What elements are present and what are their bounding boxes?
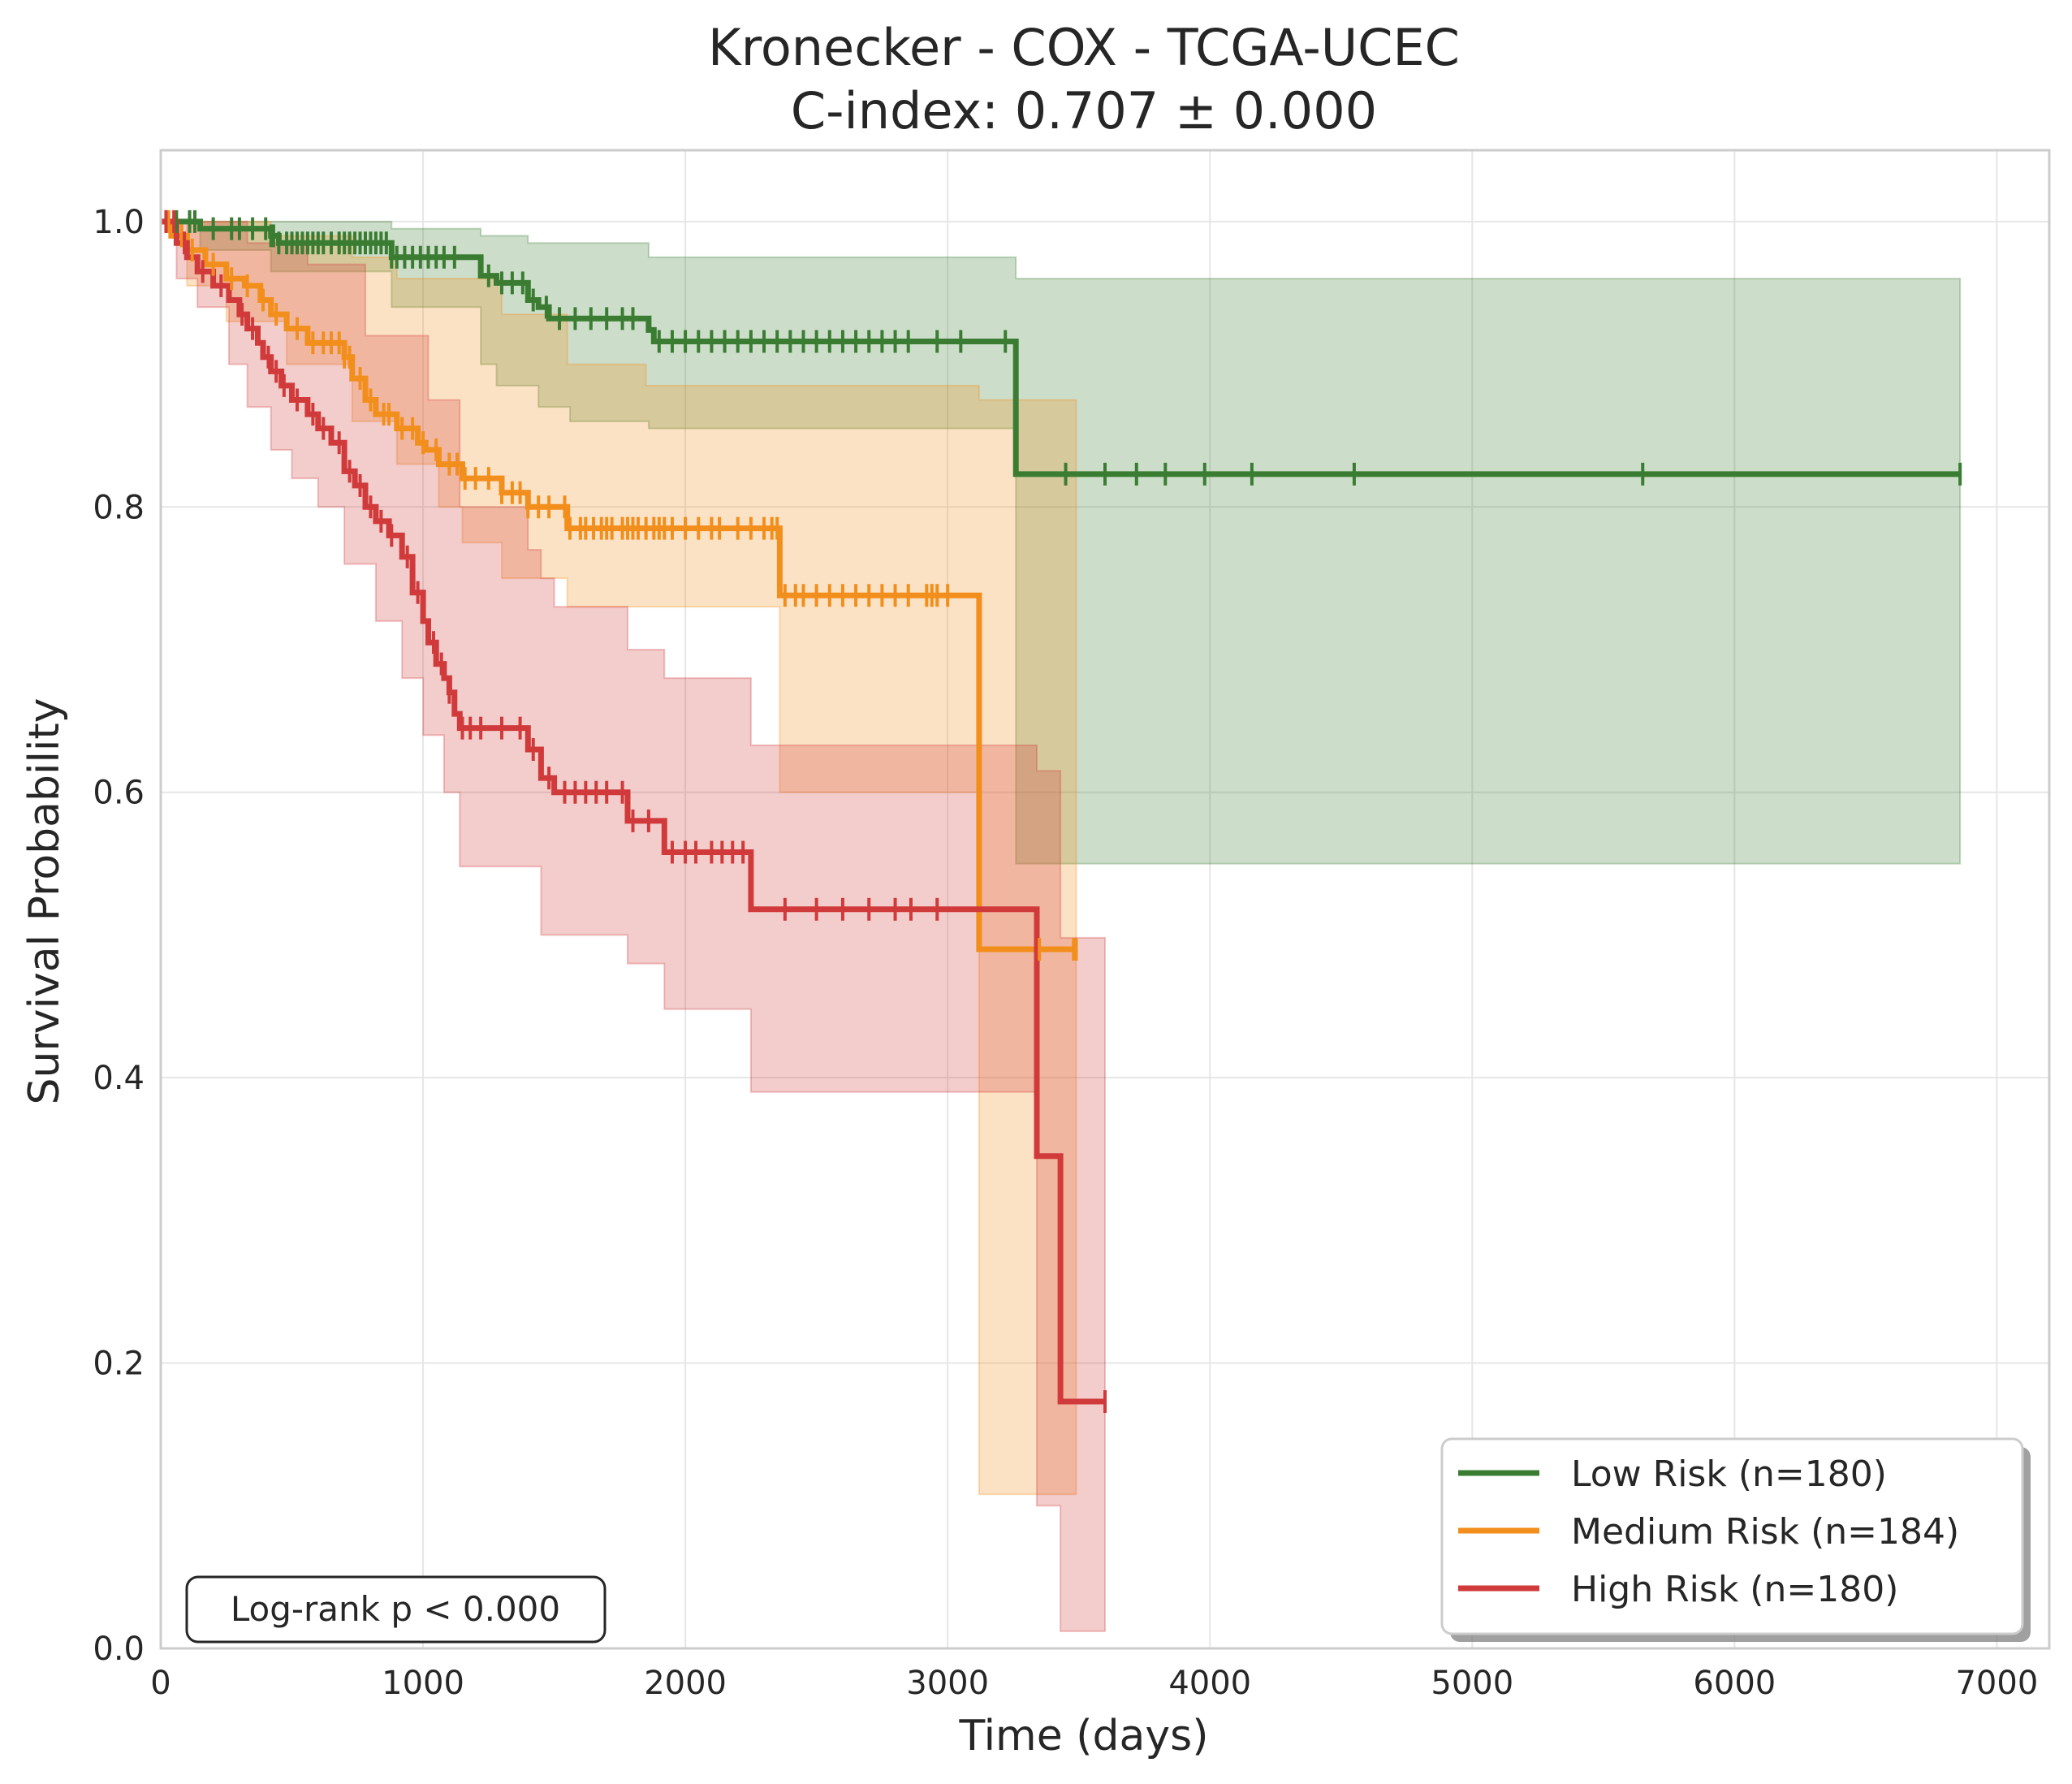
y-axis-label: Survival Probability xyxy=(20,698,69,1104)
medium-risk-legend-label: Medium Risk (n=184) xyxy=(1571,1511,1959,1553)
x-tick-label: 6000 xyxy=(1693,1665,1776,1702)
y-tick-label: 0.4 xyxy=(93,1060,145,1097)
y-tick-label: 0.2 xyxy=(93,1346,145,1383)
plot-frame xyxy=(159,149,2051,1650)
x-tick-label: 5000 xyxy=(1431,1665,1513,1702)
annotation-text: Log-rank p < 0.000 xyxy=(231,1589,560,1629)
y-tick-label: 0.6 xyxy=(93,775,145,812)
censor-marks xyxy=(164,210,1962,1414)
x-axis-label: Time (days) xyxy=(958,1712,1208,1760)
x-tick-label: 2000 xyxy=(644,1665,727,1702)
y-tick-label: 0.8 xyxy=(93,489,145,526)
annotation-box xyxy=(185,1575,606,1644)
x-tick-label: 3000 xyxy=(906,1665,989,1702)
legend: Low Risk (n=180) Medium Risk (n=184) High … xyxy=(1440,1437,2031,1642)
low-risk-legend-label: Low Risk (n=180) xyxy=(1571,1454,1887,1495)
confidence-bands xyxy=(161,220,1962,1632)
y-tick-label: 1.0 xyxy=(93,204,145,241)
legend-box xyxy=(1440,1437,2024,1635)
medium-risk-curve xyxy=(161,218,1077,952)
low-risk-ci-band xyxy=(161,220,1962,865)
chart-subtitle: C-index: 0.707 ± 0.000 xyxy=(791,81,1377,140)
chart-title: Kronecker - COX - TCGA-UCEC xyxy=(708,18,1460,77)
logrank-annotation: Log-rank p < 0.000 xyxy=(185,1575,606,1644)
high-risk-legend-label: High Risk (n=180) xyxy=(1571,1569,1898,1610)
legend-items: Low Risk (n=180) Medium Risk (n=184) High … xyxy=(1458,1454,1959,1610)
y-tick-label: 0.0 xyxy=(93,1631,145,1668)
x-tick-label: 0 xyxy=(150,1665,171,1702)
medium-risk-ci-band xyxy=(161,220,1077,1496)
x-tick-label: 7000 xyxy=(1955,1665,2038,1702)
x-tick-label: 1000 xyxy=(382,1665,464,1702)
x-axis-ticks: 0 1000 2000 3000 4000 5000 6000 7000 xyxy=(150,1665,2038,1702)
y-axis-ticks: 0.0 0.2 0.4 0.6 0.8 1.0 xyxy=(93,204,145,1668)
x-tick-label: 4000 xyxy=(1168,1665,1251,1702)
